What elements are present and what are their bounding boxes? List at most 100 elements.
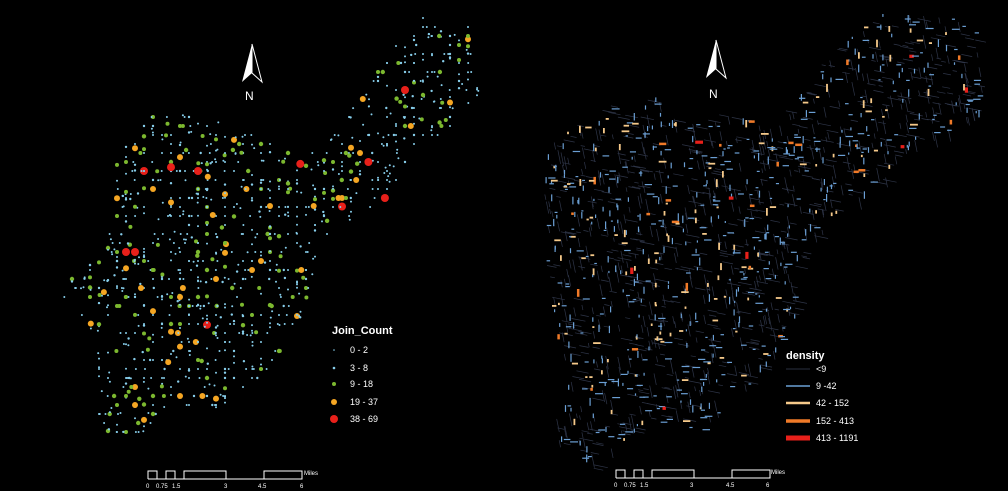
join-count-point [260,341,262,343]
join-count-point [244,278,247,280]
join-count-point [87,285,93,290]
join-count-point [279,296,282,298]
join-count-point [414,53,417,55]
join-count-point [278,188,280,190]
street-segment [647,403,660,407]
join-count-point [215,233,217,235]
street-segment [549,187,556,190]
join-count-point [223,386,227,391]
join-count-point [122,278,125,280]
street-segment [801,174,814,178]
street-segment [811,124,815,135]
join-count-point [296,283,298,286]
street-segment [785,237,798,241]
street-segment [786,136,789,143]
join-count-point [431,134,433,136]
join-count-point [182,210,185,213]
street-segment [795,265,808,270]
street-segment [762,146,765,155]
street-segment [885,177,888,188]
street-segment [636,233,643,236]
street-segment [610,198,615,200]
density-segments [545,14,984,463]
street-segment [862,31,865,38]
join-count-point [111,393,117,399]
join-count-point [359,140,361,142]
join-count-point [469,53,472,55]
join-count-point [100,289,107,296]
join-count-point [206,318,208,320]
street-segment [831,176,835,188]
join-count-point [262,179,265,181]
join-count-point [164,133,168,138]
join-count-point [278,159,280,162]
street-segment [606,272,609,279]
street-segment [656,229,660,242]
join-count-point [222,153,227,158]
join-count-point [433,100,436,103]
join-count-point [250,134,253,136]
join-count-point [395,179,397,181]
join-count-point [447,53,450,55]
join-count-point [179,197,181,199]
join-count-point [368,98,370,101]
join-count-point [332,187,334,190]
join-count-point [120,233,123,236]
street-segment [610,301,613,307]
join-count-point [187,152,190,154]
street-segment [584,161,587,169]
street-segment [735,137,738,144]
join-count-point [245,368,248,370]
join-count-point [179,251,181,253]
join-count-point [213,276,219,282]
street-segment [666,394,669,404]
street-segment [716,312,726,315]
join-count-point [121,269,124,272]
join-count-point [215,161,217,163]
join-count-point [322,215,325,217]
join-count-point [259,215,262,218]
join-count-point [129,197,132,201]
street-segment [693,196,697,208]
join-count-point [143,170,145,172]
street-segment [848,194,853,196]
join-count-point [210,278,213,280]
join-count-point [177,380,180,383]
join-count-point [101,294,103,297]
join-count-point [188,341,190,343]
street-segment [592,150,596,162]
join-count-point [114,349,119,353]
join-count-point [107,377,109,379]
street-segment [653,273,656,283]
street-segment [602,110,616,114]
street-segment [848,67,856,70]
join-count-point [304,286,308,290]
street-segment [691,367,695,378]
street-segment [771,268,775,277]
join-count-point [259,205,263,209]
street-segment [872,22,880,25]
join-count-point [223,367,227,371]
street-segment [576,413,578,419]
join-count-point [436,75,439,78]
street-segment [641,141,645,155]
join-count-point [368,105,370,108]
join-count-point [244,269,247,271]
join-count-point [448,89,451,91]
join-count-point [300,191,303,194]
street-segment [813,98,815,104]
join-count-point [437,33,442,39]
street-segment [576,231,582,234]
join-count-point [216,304,219,308]
join-count-point [299,310,302,313]
join-count-point [204,267,210,273]
join-count-point [298,267,305,273]
street-segment [563,278,567,288]
join-count-point [170,134,172,136]
join-count-point [412,133,416,137]
join-count-point [241,330,245,333]
street-segment [698,268,713,273]
join-count-point [388,180,391,183]
join-count-point [461,83,464,85]
join-count-point [338,202,346,211]
